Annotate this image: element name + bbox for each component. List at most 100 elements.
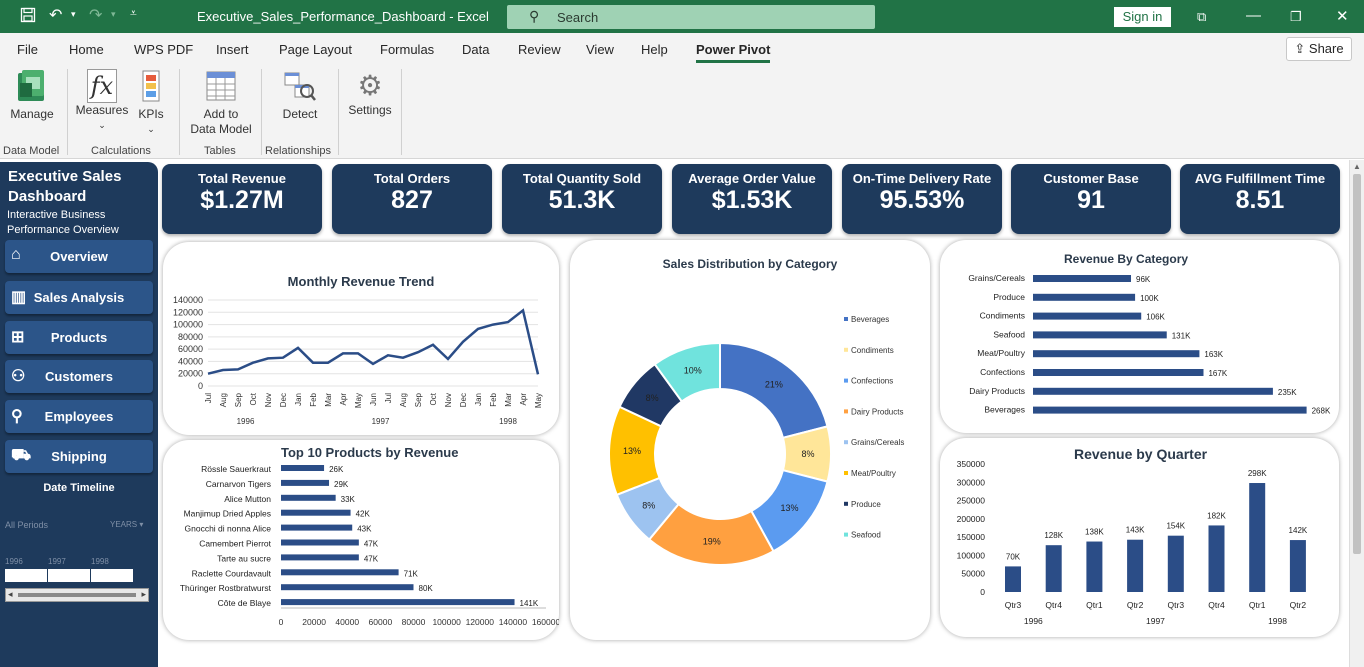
customize-toolbar-icon[interactable]: ⩡ bbox=[130, 6, 137, 20]
redo-dropdown-icon[interactable]: ▾ bbox=[111, 9, 116, 19]
timeline-bar-1997[interactable] bbox=[48, 569, 90, 582]
detect-button[interactable]: Detect bbox=[276, 69, 324, 122]
data-label: 106K bbox=[1146, 313, 1165, 322]
chart-title: Revenue By Category bbox=[1064, 252, 1189, 266]
manage-button[interactable]: Manage bbox=[8, 69, 56, 122]
settings-button[interactable]: ⚙ Settings bbox=[345, 69, 395, 118]
slice-label: 8% bbox=[801, 449, 814, 459]
y-tick-label: 120000 bbox=[173, 307, 203, 317]
dashboard-title-line2: Dashboard bbox=[8, 188, 87, 205]
redo-icon[interactable]: ↷ bbox=[89, 7, 103, 24]
restore-icon[interactable]: ❐ bbox=[1290, 9, 1302, 24]
nav-products[interactable]: ⊞ Products bbox=[5, 321, 153, 354]
timeline-years-dropdown[interactable]: YEARS ▾ bbox=[110, 520, 144, 529]
share-icon: ⇪ bbox=[1294, 41, 1306, 56]
menu-wps-pdf[interactable]: WPS PDF bbox=[134, 42, 194, 57]
x-tick-label: May bbox=[534, 393, 543, 408]
vertical-scrollbar[interactable]: ▲ bbox=[1349, 160, 1364, 667]
ribbon: Manage fx Measures ⌄ KPIs ⌄ Add to Data … bbox=[0, 63, 1364, 159]
kpi-label: Customer Base bbox=[1043, 171, 1139, 186]
search-icon: ⚲ bbox=[529, 8, 540, 24]
bar bbox=[281, 494, 336, 501]
menu-review[interactable]: Review bbox=[518, 42, 561, 57]
data-label: 71K bbox=[404, 569, 419, 578]
undo-icon[interactable]: ↶ bbox=[49, 7, 63, 24]
menu-file[interactable]: File bbox=[17, 42, 38, 57]
ribbon-display-icon[interactable]: ⧉ bbox=[1197, 9, 1207, 24]
menu-formulas[interactable]: Formulas bbox=[380, 42, 435, 57]
timeline-scrollbar[interactable]: ◂ ▸ bbox=[5, 588, 149, 602]
share-button[interactable]: ⇪ Share bbox=[1286, 37, 1352, 61]
ribbon-separator bbox=[338, 69, 339, 155]
year-group-label: 1998 bbox=[499, 417, 517, 426]
bar bbox=[1033, 275, 1132, 282]
x-tick-label: Qtr1 bbox=[1249, 600, 1266, 610]
measures-label: Measures bbox=[75, 103, 129, 117]
manage-label: Manage bbox=[10, 107, 54, 121]
kpi-label: AVG Fulfillment Time bbox=[1194, 171, 1326, 186]
scroll-thumb[interactable] bbox=[1353, 174, 1361, 554]
x-tick-label: Qtr4 bbox=[1208, 600, 1225, 610]
menu-page-layout[interactable]: Page Layout bbox=[279, 42, 353, 57]
nav-sales-analysis[interactable]: ▥ Sales Analysis bbox=[5, 281, 153, 314]
nav-overview[interactable]: ⌂ Overview bbox=[5, 240, 153, 273]
legend-label: Beverages bbox=[851, 315, 889, 324]
nav-shipping-label: Shipping bbox=[51, 449, 107, 464]
menu-view[interactable]: View bbox=[586, 42, 614, 57]
x-tick-label: Jan bbox=[294, 393, 303, 406]
window-title: Executive_Sales_Performance_Dashboard - … bbox=[197, 9, 489, 24]
bar bbox=[1289, 540, 1306, 592]
menu-data[interactable]: Data bbox=[462, 42, 490, 57]
scroll-right-icon[interactable]: ▸ bbox=[141, 589, 146, 599]
y-tick-label: 0 bbox=[198, 381, 203, 391]
slice-label: 10% bbox=[684, 365, 702, 375]
year-group-label: 1996 bbox=[237, 417, 255, 426]
y-tick-label: 0 bbox=[980, 587, 985, 597]
year-group-label: 1997 bbox=[1146, 616, 1165, 626]
menu-power-pivot[interactable]: Power Pivot bbox=[696, 42, 771, 63]
menu-help[interactable]: Help bbox=[641, 42, 668, 57]
menu-bar: File Home WPS PDF Insert Page Layout For… bbox=[0, 33, 1364, 63]
close-icon[interactable]: ✕ bbox=[1336, 8, 1349, 25]
minimize-icon[interactable]: — bbox=[1246, 7, 1261, 24]
scroll-up-icon[interactable]: ▲ bbox=[1353, 162, 1361, 171]
undo-dropdown-icon[interactable]: ▾ bbox=[71, 9, 76, 19]
revenue-by-quarter-chart: 0 50000 100000 150000 200000 250000 300000 3500… bbox=[957, 459, 1308, 626]
menu-home[interactable]: Home bbox=[69, 42, 104, 57]
x-tick-label: Mar bbox=[504, 393, 513, 407]
bar bbox=[1086, 541, 1103, 592]
y-tick-label: 20000 bbox=[178, 369, 203, 379]
add-to-data-model-button[interactable]: Add to Data Model bbox=[186, 69, 256, 137]
bar bbox=[281, 569, 399, 576]
data-label: 47K bbox=[364, 540, 379, 549]
scroll-left-icon[interactable]: ◂ bbox=[8, 589, 13, 599]
data-label: 70K bbox=[1006, 552, 1021, 561]
search-box[interactable]: ⚲ Search bbox=[507, 5, 875, 29]
group-calculations: Calculations bbox=[91, 145, 151, 157]
data-label: 128K bbox=[1044, 531, 1063, 540]
data-label: 47K bbox=[364, 554, 379, 563]
measures-button[interactable]: fx Measures ⌄ bbox=[74, 69, 130, 133]
nav-customers-label: Customers bbox=[45, 369, 113, 384]
kpi-label: Total Orders bbox=[373, 171, 451, 186]
kpi-avg-fulfillment: AVG Fulfillment Time 8.51 bbox=[1180, 164, 1340, 234]
sales-distribution-chart: 21% 8% 13% 19% 8% 13% 8% 10% Beverages Condiments… bbox=[608, 315, 904, 566]
timeline-bar-1998[interactable] bbox=[91, 569, 133, 582]
data-label: 138K bbox=[1085, 528, 1104, 537]
timeline-scroll-thumb[interactable] bbox=[18, 593, 136, 597]
nav-customers[interactable]: ⚇ Customers bbox=[5, 360, 153, 393]
nav-shipping[interactable]: ⛟ Shipping bbox=[5, 440, 153, 473]
title-bar: ↶ ▾ ↷ ▾ ⩡ Executive_Sales_Performance_Da… bbox=[0, 0, 1364, 33]
x-tick-label: 20000 bbox=[302, 617, 326, 627]
nav-employees[interactable]: ⚲ Employees bbox=[5, 400, 153, 433]
detect-icon bbox=[284, 72, 316, 101]
sign-in-button[interactable]: Sign in bbox=[1114, 7, 1171, 27]
nav-overview-label: Overview bbox=[50, 249, 108, 264]
x-tick-label: Mar bbox=[324, 393, 333, 407]
save-icon[interactable] bbox=[20, 7, 36, 28]
legend-label: Produce bbox=[851, 500, 881, 509]
timeline-bar-1996[interactable] bbox=[5, 569, 47, 582]
chevron-down-icon: ⌄ bbox=[147, 124, 155, 134]
kpis-button[interactable]: KPIs ⌄ bbox=[134, 69, 168, 137]
menu-insert[interactable]: Insert bbox=[216, 42, 249, 57]
